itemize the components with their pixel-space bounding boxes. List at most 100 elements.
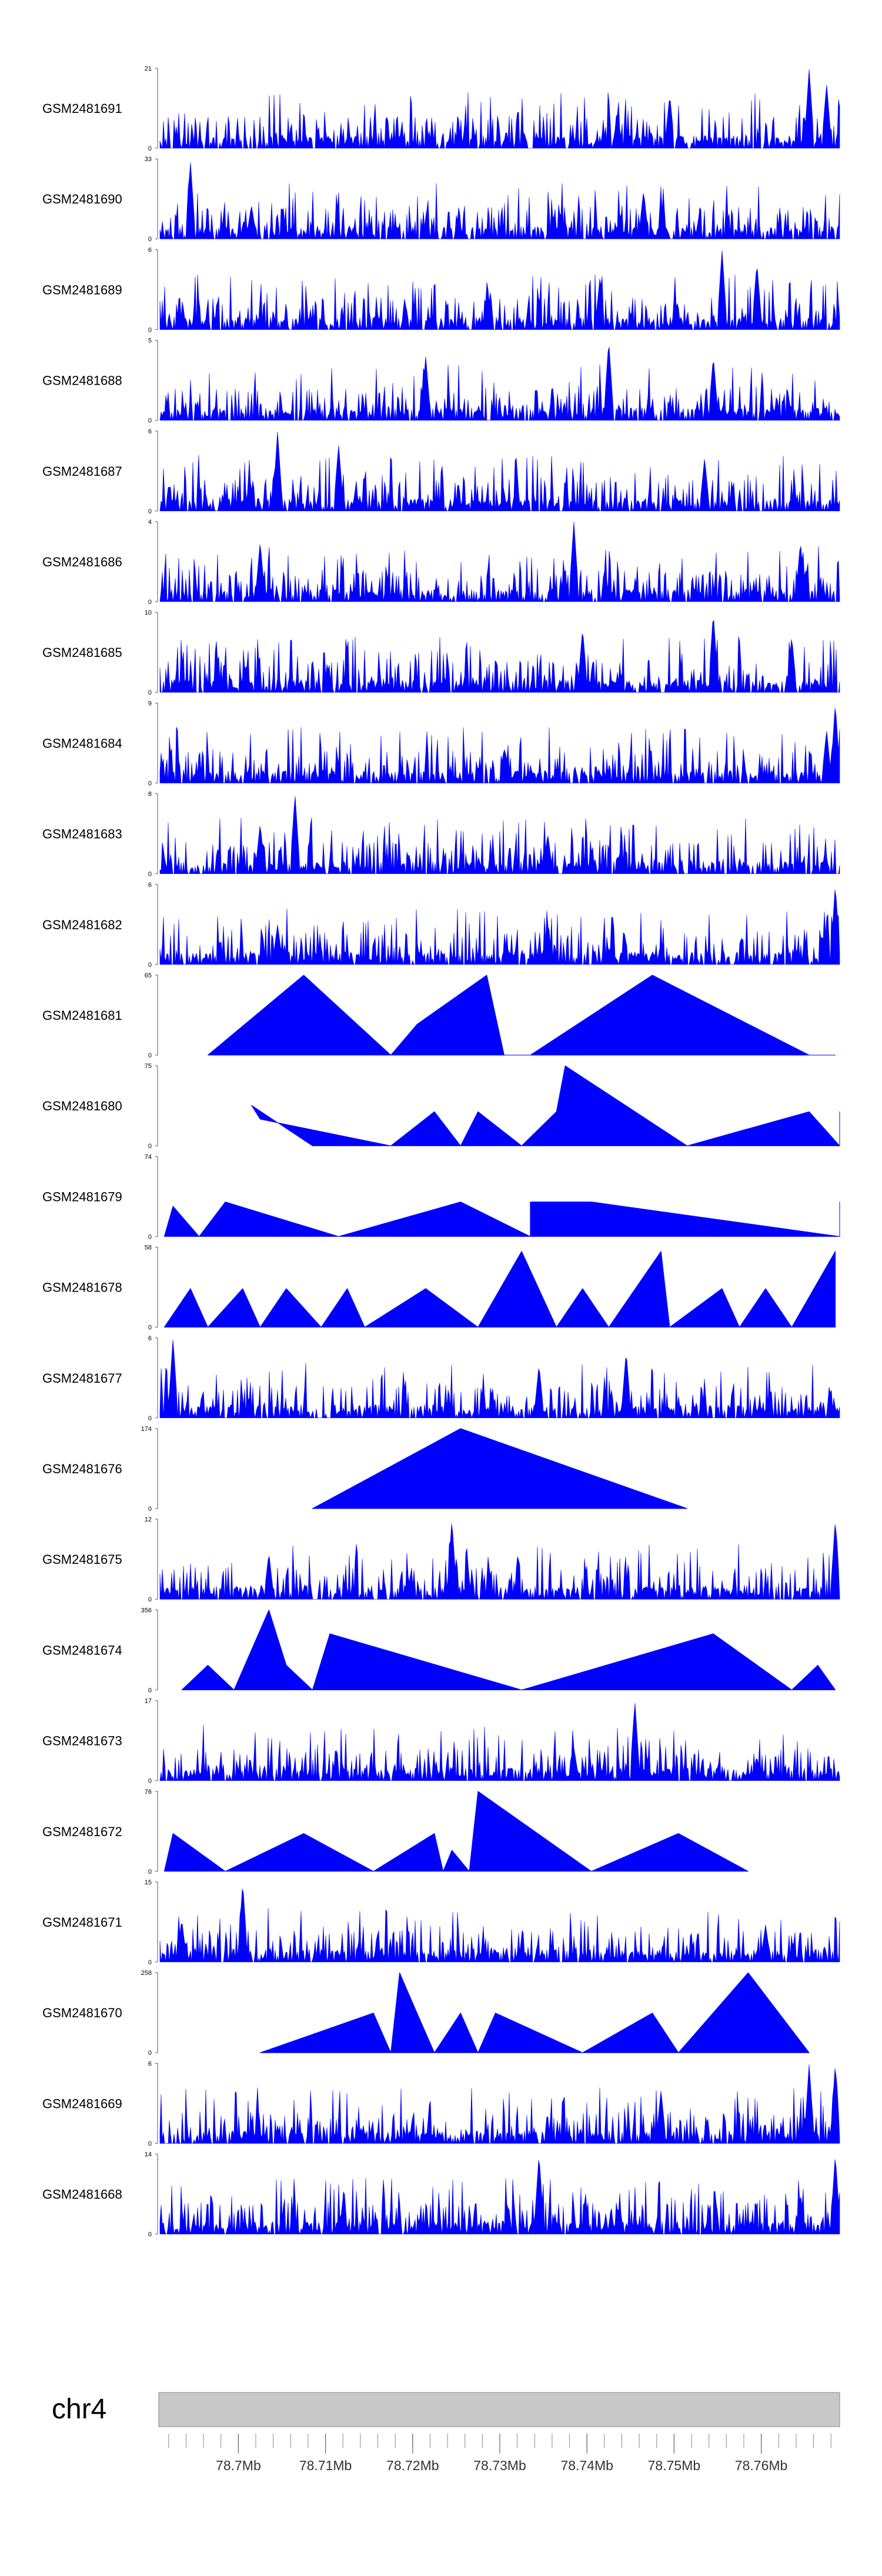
coverage-area <box>159 708 840 784</box>
y-min-label: 0 <box>148 1596 152 1603</box>
coverage-area <box>159 2159 840 2235</box>
y-min-label: 0 <box>148 962 152 969</box>
track-GSM2481688: GSM2481688 5 0 <box>42 338 840 425</box>
y-max-label: 9 <box>148 700 152 707</box>
y-min-label: 0 <box>148 2140 152 2147</box>
y-max-label: 75 <box>145 1063 152 1070</box>
y-min-label: 0 <box>148 1506 152 1513</box>
track-GSM2481687: GSM2481687 6 0 <box>42 428 840 515</box>
track-label: GSM2481674 <box>42 1643 122 1657</box>
y-min-label: 0 <box>148 418 152 425</box>
coverage-area <box>159 889 840 965</box>
y-max-label: 8 <box>148 791 152 798</box>
chromosome-ideogram <box>158 2392 840 2427</box>
y-max-label: 15 <box>145 1879 152 1886</box>
y-max-label: 258 <box>141 1970 152 1977</box>
track-label: GSM2481680 <box>42 1099 122 1113</box>
y-max-label: 17 <box>145 1698 152 1705</box>
track-GSM2481689: GSM2481689 6 0 <box>42 246 840 333</box>
track-GSM2481677: GSM2481677 6 0 <box>42 1335 840 1422</box>
tick-label: 78.73Mb <box>473 2458 526 2473</box>
y-max-label: 6 <box>148 1335 152 1342</box>
y-min-label: 0 <box>148 145 152 152</box>
track-GSM2481671: GSM2481671 15 0 <box>42 1879 840 1966</box>
coverage-area <box>163 1202 840 1237</box>
y-min-label: 0 <box>148 689 152 696</box>
track-GSM2481670: GSM2481670 258 0 <box>42 1970 810 2057</box>
track-GSM2481683: GSM2481683 8 0 <box>42 791 840 878</box>
y-max-label: 65 <box>145 972 152 979</box>
data-tracks: GSM2481691210GSM2481690330GSM248168960GS… <box>42 65 840 2238</box>
y-max-label: 5 <box>148 338 152 345</box>
y-min-label: 0 <box>148 1959 152 1966</box>
track-GSM2481681: GSM2481681 65 0 <box>42 972 836 1059</box>
y-min-label: 0 <box>148 326 152 333</box>
coverage-area <box>159 69 840 149</box>
y-min-label: 0 <box>148 599 152 606</box>
tick-label: 78.76Mb <box>735 2458 788 2473</box>
track-GSM2481676: GSM2481676 174 0 <box>42 1426 688 1513</box>
y-max-label: 6 <box>148 882 152 889</box>
coverage-area <box>208 975 836 1056</box>
track-GSM2481668: GSM2481668 14 0 <box>42 2151 840 2238</box>
track-label: GSM2481684 <box>42 736 122 750</box>
track-GSM2481675: GSM2481675 12 0 <box>42 1516 840 1603</box>
track-GSM2481682: GSM2481682 6 0 <box>42 882 840 969</box>
track-label: GSM2481675 <box>42 1552 122 1567</box>
y-max-label: 21 <box>145 65 152 72</box>
y-min-label: 0 <box>148 780 152 787</box>
coverage-area <box>159 250 840 331</box>
coverage-area <box>159 2064 840 2144</box>
y-max-label: 356 <box>141 1607 152 1614</box>
track-label: GSM2481669 <box>42 2096 122 2111</box>
y-max-label: 76 <box>145 1788 152 1796</box>
track-label: GSM2481676 <box>42 1461 122 1476</box>
coverage-area <box>159 1340 840 1419</box>
track-label: GSM2481690 <box>42 192 122 206</box>
coverage-area <box>312 1428 688 1509</box>
coverage-area <box>159 796 840 874</box>
y-max-label: 4 <box>148 519 152 526</box>
coverage-area <box>159 1703 840 1781</box>
track-label: GSM2481683 <box>42 827 122 842</box>
track-label: GSM2481670 <box>42 2006 122 2020</box>
y-min-label: 0 <box>148 1778 152 1785</box>
y-max-label: 174 <box>141 1426 152 1433</box>
track-GSM2481685: GSM2481685 10 0 <box>42 609 840 696</box>
track-label: GSM2481677 <box>42 1371 122 1386</box>
track-GSM2481669: GSM2481669 6 0 <box>42 2060 840 2147</box>
track-label: GSM2481668 <box>42 2187 122 2202</box>
tick-label: 78.72Mb <box>386 2458 439 2473</box>
coverage-area <box>159 619 840 693</box>
coverage-area <box>251 1065 840 1146</box>
y-max-label: 74 <box>145 1153 152 1160</box>
track-GSM2481686: GSM2481686 4 0 <box>42 519 840 606</box>
y-max-label: 6 <box>148 246 152 253</box>
y-min-label: 0 <box>148 871 152 878</box>
track-GSM2481690: GSM2481690 33 0 <box>42 156 840 243</box>
coverage-area <box>159 1888 840 1963</box>
track-label: GSM2481671 <box>42 1915 122 1930</box>
track-label: GSM2481689 <box>42 282 122 297</box>
track-label: GSM2481691 <box>42 101 122 116</box>
tick-label: 78.71Mb <box>299 2458 352 2473</box>
track-label: GSM2481682 <box>42 917 122 932</box>
track-label: GSM2481678 <box>42 1280 122 1295</box>
coverage-area <box>159 522 840 602</box>
track-label: GSM2481681 <box>42 1008 122 1023</box>
y-min-label: 0 <box>148 236 152 243</box>
track-label: GSM2481673 <box>42 1734 122 1749</box>
y-max-label: 6 <box>148 428 152 435</box>
y-max-label: 14 <box>145 2151 152 2158</box>
y-min-label: 0 <box>148 2231 152 2238</box>
coverage-area <box>181 1609 836 1690</box>
coverage-area <box>159 431 840 512</box>
coverage-area <box>163 1251 836 1328</box>
y-min-label: 0 <box>148 1143 152 1150</box>
track-label: GSM2481688 <box>42 373 122 388</box>
y-min-label: 0 <box>148 1233 152 1240</box>
y-min-label: 0 <box>148 2050 152 2057</box>
track-label: GSM2481687 <box>42 464 122 479</box>
y-min-label: 0 <box>148 1324 152 1332</box>
